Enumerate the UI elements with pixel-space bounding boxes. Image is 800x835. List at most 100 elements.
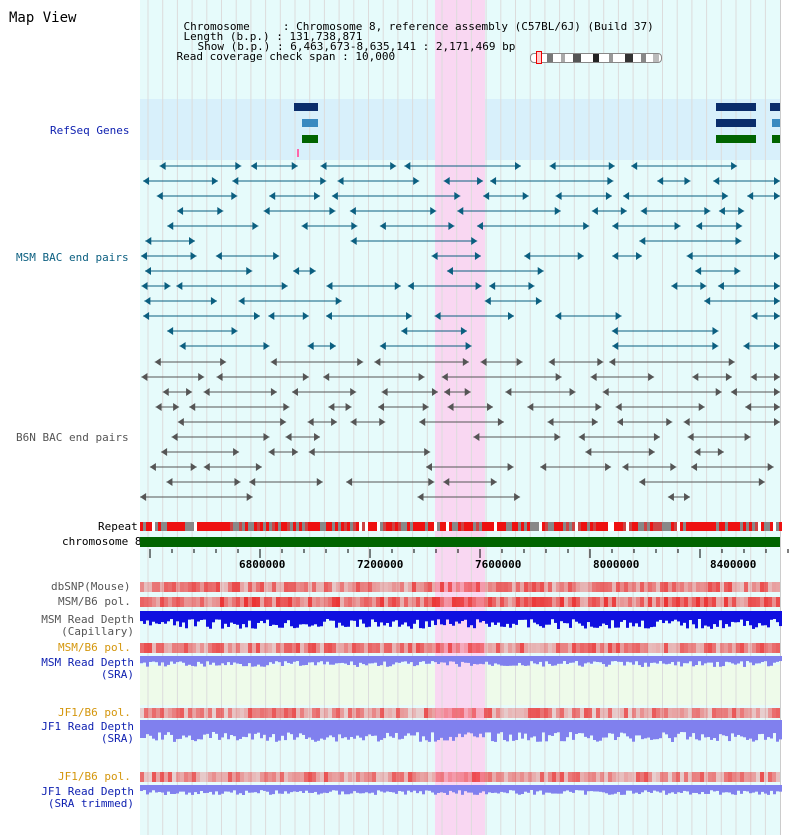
jf1-b6-pol-strip-cell (512, 708, 516, 718)
jf1-b6-pol-strip-cell (160, 708, 164, 718)
msm-bac-pair-end (176, 282, 183, 290)
repeat-block (308, 522, 311, 531)
msm-depth-sra-bar (680, 656, 683, 667)
dbsnp-strip-cell (484, 582, 488, 592)
b6n-bac-pair-end (514, 493, 521, 501)
msm-depth-cap-bar (611, 611, 614, 621)
jf1-b6-pol-strip-cell (416, 708, 420, 718)
msm-depth-cap-bar (221, 611, 224, 629)
chromosome-ideogram[interactable] (530, 53, 662, 63)
msm-depth-sra-bar (143, 656, 146, 663)
jf1-b6-pol-strip-cell (168, 708, 172, 718)
msm-depth-sra-bar (362, 656, 365, 665)
jf1-b6-pol-strip-cell (376, 708, 380, 718)
msm-bac-pair-end (774, 312, 780, 320)
b6n-bac-pair-end (687, 433, 694, 441)
jf1-depth-sra-bar (608, 720, 611, 734)
b6n-bac-pair-end (490, 478, 497, 486)
refseq-gene (716, 135, 756, 143)
b6n-bac-pair-end (422, 403, 429, 411)
track-label-msm-bac[interactable]: MSM BAC end pairs (16, 251, 129, 264)
dbsnp-strip-cell (180, 582, 184, 592)
msm-depth-sra-bar (341, 656, 344, 663)
jf1-b6-pol-trim-strip-cell (332, 772, 336, 782)
b6n-bac-pair-end (447, 403, 454, 411)
track-label-repeat: Repeat (98, 520, 138, 533)
dbsnp-strip-cell (752, 582, 756, 592)
msm-depth-sra-bar (779, 656, 782, 662)
repeat-block (314, 522, 317, 531)
jf1-b6-pol-strip-cell (528, 708, 532, 718)
msm-bac-pair-end (329, 342, 336, 350)
msm-depth-sra-bar (488, 656, 491, 665)
msm-b6-pol-sra-strip-cell (592, 643, 596, 653)
msm-b6-pol-strip-cell (500, 597, 504, 607)
msm-depth-sra-bar (413, 656, 416, 667)
jf1-b6-pol-strip-cell (436, 708, 440, 718)
track-label-refseq[interactable]: RefSeq Genes (50, 124, 130, 137)
repeat-block (584, 522, 587, 531)
jf1-depth-sra-bar (314, 720, 317, 742)
jf1-b6-pol-strip-cell (632, 708, 636, 718)
jf1-depth-sra-bar (548, 720, 551, 736)
jf1-depth-trim-bar (728, 785, 731, 793)
jf1-b6-pol-trim-strip-cell (700, 772, 704, 782)
jf1-b6-pol-trim-strip-cell (720, 772, 724, 782)
msm-depth-sra-bar (158, 656, 161, 666)
msm-depth-sra-bar (431, 656, 434, 662)
right-scroll-edge[interactable] (780, 0, 800, 835)
msm-bac-pair-end (143, 177, 150, 185)
msm-depth-cap-bar (410, 611, 413, 629)
repeat-block (467, 522, 470, 531)
repeat-block (623, 522, 626, 531)
msm-depth-cap-bar (272, 611, 275, 625)
jf1-depth-trim-bar (455, 785, 458, 794)
msm-b6-pol-strip-cell (380, 597, 384, 607)
jf1-depth-trim-bar (704, 785, 707, 794)
track-label-b6n-bac[interactable]: B6N BAC end pairs (16, 431, 129, 444)
msm-b6-pol-sra-strip-cell (384, 643, 388, 653)
msm-b6-pol-strip-cell (740, 597, 744, 607)
msm-bac-pair-end (490, 177, 497, 185)
msm-depth-cap-bar (674, 611, 677, 620)
jf1-b6-pol-strip-cell (772, 708, 776, 718)
jf1-depth-trim-bar (161, 785, 164, 793)
b6n-bac-pair-end (464, 388, 471, 396)
selected-region-highlight[interactable] (435, 0, 485, 835)
dbsnp-strip-cell (216, 582, 220, 592)
dbsnp-strip-cell (664, 582, 668, 592)
jf1-depth-sra-bar (218, 720, 221, 740)
msm-depth-sra-bar (395, 656, 398, 663)
msm-b6-pol-sra-strip-cell (600, 643, 604, 653)
jf1-depth-sra-bar (779, 720, 782, 740)
msm-bac-pair-end (210, 297, 217, 305)
msm-depth-cap-bar (284, 611, 287, 624)
msm-depth-cap-bar (773, 611, 776, 620)
jf1-b6-pol-trim-strip-cell (648, 772, 652, 782)
jf1-depth-trim-bar (698, 785, 701, 795)
msm-b6-pol-strip-cell (720, 597, 724, 607)
msm-bac-pair-end (524, 252, 531, 260)
jf1-depth-sra-bar (551, 720, 554, 736)
msm-bac-pair-end (712, 342, 719, 350)
msm-bac-pair-end (254, 312, 261, 320)
b6n-bac-pair-end (591, 418, 598, 426)
repeat-block (542, 522, 545, 531)
jf1-depth-trim-bar (257, 785, 260, 794)
jf1-depth-sra-bar (266, 720, 269, 741)
jf1-b6-pol-trim-strip-cell (552, 772, 556, 782)
msm-depth-sra-bar (470, 656, 473, 666)
msm-b6-pol-strip-cell (472, 597, 476, 607)
msm-bac-pair-end (475, 282, 482, 290)
dbsnp-strip-cell (692, 582, 696, 592)
jf1-depth-sra-bar (377, 720, 380, 742)
msm-depth-sra-bar (305, 656, 308, 665)
msm-depth-sra-bar (653, 656, 656, 663)
jf1-depth-sra-bar (542, 720, 545, 733)
dbsnp-strip-cell (612, 582, 616, 592)
msm-depth-cap-bar (761, 611, 764, 626)
repeat-block (656, 522, 659, 531)
jf1-b6-pol-strip-cell (312, 708, 316, 718)
dbsnp-strip-cell (504, 582, 508, 592)
